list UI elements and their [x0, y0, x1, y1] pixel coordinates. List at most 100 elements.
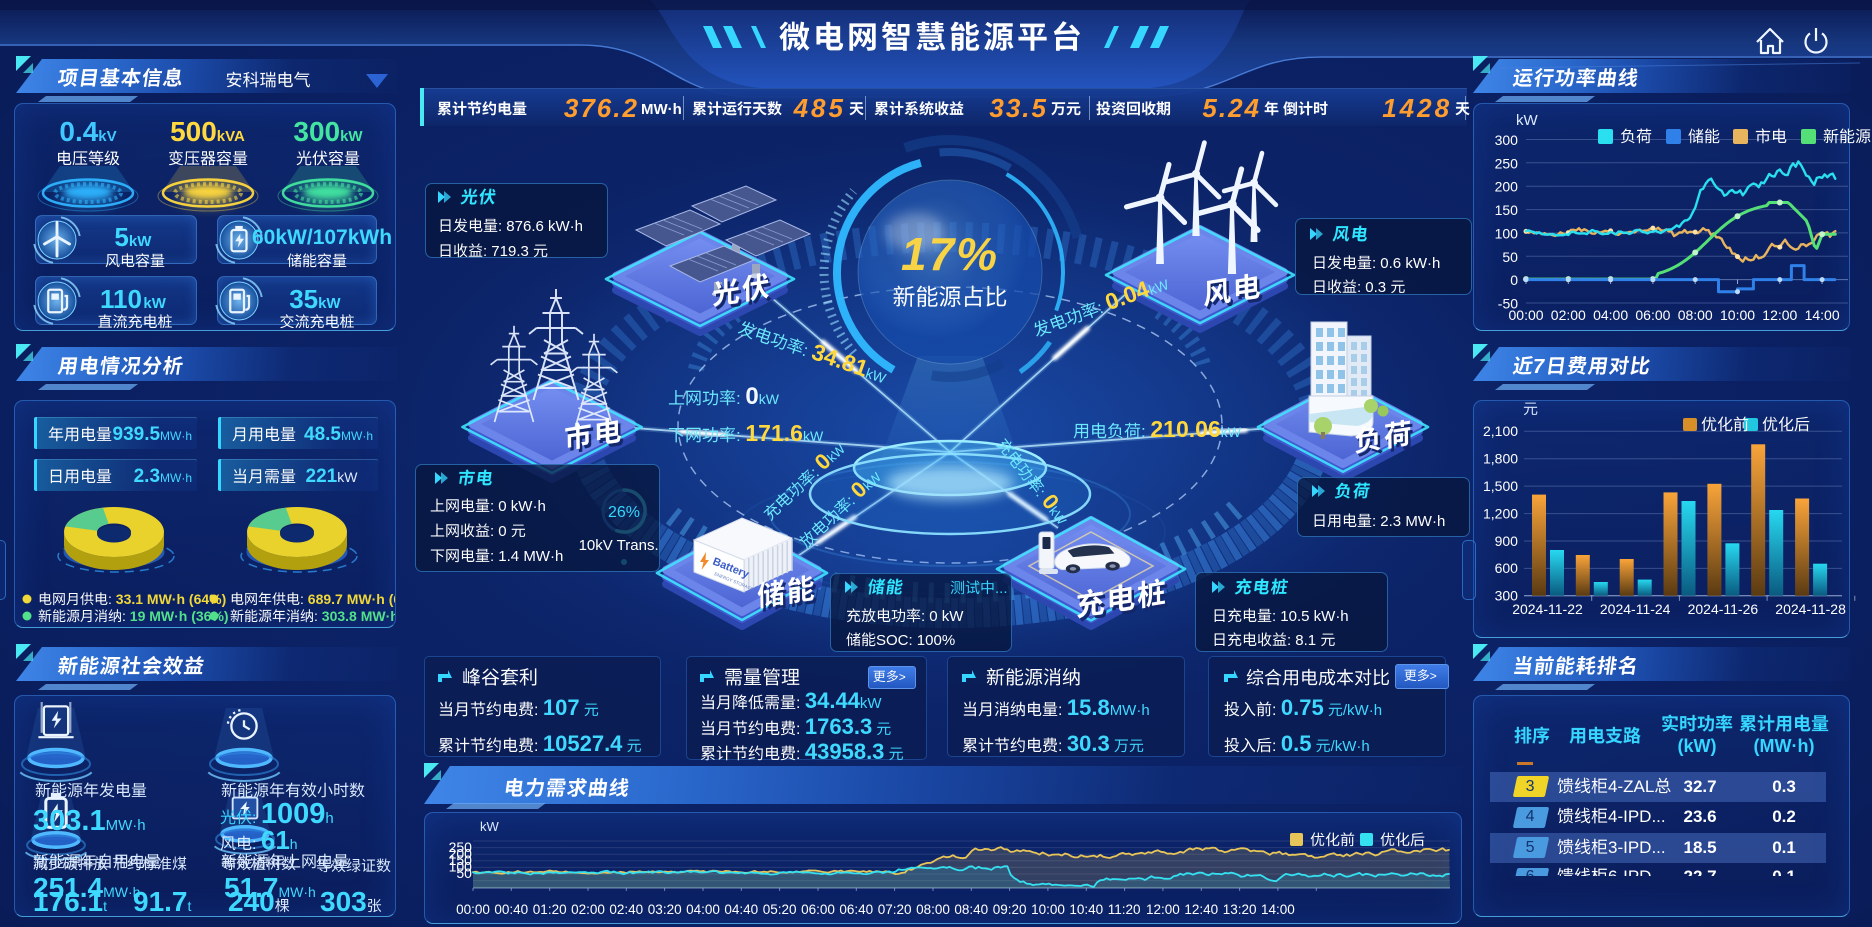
svg-text::: : [736, 426, 741, 445]
svg-text:2024-11-26: 2024-11-26 [1688, 601, 1759, 617]
svg-text:100: 100 [1495, 225, 1519, 241]
svg-text:35: 35 [289, 284, 318, 314]
svg-text:4: 4 [1526, 808, 1535, 825]
svg-text:...: ... [995, 580, 1008, 597]
svg-text::: : [1287, 632, 1291, 649]
svg-text::: : [534, 702, 538, 719]
svg-text:0: 0 [1510, 272, 1518, 288]
svg-text:kV: kV [98, 128, 116, 145]
svg-text:10:00: 10:00 [1720, 307, 1755, 323]
svg-text::: : [108, 591, 112, 607]
svg-text:1.4 MW·h: 1.4 MW·h [498, 548, 563, 565]
svg-text:1428: 1428 [1382, 93, 1452, 123]
svg-text:09:20: 09:20 [993, 902, 1027, 917]
svg-text:22.7: 22.7 [1684, 867, 1717, 886]
svg-text:kW: kW [143, 295, 166, 312]
svg-text:600: 600 [1495, 560, 1519, 576]
svg-text:h: h [325, 810, 333, 827]
svg-text:04:00: 04:00 [1593, 307, 1628, 323]
svg-text::: : [796, 746, 800, 763]
svg-text:5.24: 5.24 [1202, 93, 1261, 123]
svg-text:5: 5 [1526, 839, 1535, 856]
svg-text:(MW·h): (MW·h) [1754, 736, 1815, 756]
svg-text:50: 50 [456, 865, 472, 881]
svg-text:08:40: 08:40 [954, 902, 988, 917]
svg-text:t: t [188, 898, 192, 914]
svg-text:kW: kW [340, 128, 363, 145]
svg-text::: : [1372, 513, 1376, 530]
svg-text::: : [796, 695, 800, 712]
svg-text:10:00: 10:00 [1031, 902, 1065, 917]
svg-text:34.81: 34.81 [809, 338, 872, 381]
svg-text:719.3: 719.3 [491, 243, 529, 260]
svg-text:19 MW·h (36%): 19 MW·h (36%) [130, 608, 229, 624]
svg-text:MW·h: MW·h [160, 471, 192, 485]
svg-text:1,500: 1,500 [1483, 478, 1518, 494]
svg-text:171.6: 171.6 [745, 420, 803, 446]
svg-text:MW·h: MW·h [279, 884, 316, 900]
svg-text:300: 300 [293, 116, 340, 147]
svg-text:08:00: 08:00 [916, 902, 950, 917]
svg-text:10:40: 10:40 [1069, 902, 1103, 917]
svg-text:13:20: 13:20 [1223, 902, 1257, 917]
svg-text:1,200: 1,200 [1483, 505, 1518, 521]
svg-text::: : [1058, 702, 1062, 719]
svg-text::: : [1357, 279, 1361, 296]
svg-text:06:00: 06:00 [1635, 307, 1670, 323]
svg-text:SOC:: SOC: [876, 632, 913, 649]
svg-text:kW: kW [759, 391, 780, 407]
svg-text::: : [1372, 255, 1376, 272]
svg-text:05:20: 05:20 [763, 902, 797, 917]
svg-text:kW: kW [864, 365, 889, 387]
svg-text:0.3: 0.3 [1365, 279, 1386, 296]
svg-text:12:00: 12:00 [1146, 902, 1180, 917]
svg-text:4-ZAL: 4-ZAL [1608, 777, 1654, 796]
svg-text::: : [1272, 738, 1276, 755]
svg-text:04:40: 04:40 [724, 902, 758, 917]
svg-text:4-IPD...: 4-IPD... [1608, 807, 1666, 826]
svg-text:18.5: 18.5 [1684, 838, 1717, 857]
svg-text:11:20: 11:20 [1108, 902, 1141, 917]
svg-text:210.06: 210.06 [1150, 416, 1220, 442]
svg-text::: : [796, 721, 800, 738]
svg-text:32.7: 32.7 [1684, 777, 1717, 796]
svg-text:MW·h: MW·h [103, 884, 140, 900]
svg-text:10527.4: 10527.4 [543, 731, 623, 756]
svg-text:300: 300 [1495, 588, 1519, 604]
svg-text::: : [483, 243, 487, 260]
svg-text:01:20: 01:20 [533, 902, 567, 917]
svg-text:MW·h: MW·h [1110, 702, 1150, 719]
svg-text:10.5 kW·h: 10.5 kW·h [1280, 608, 1348, 625]
svg-text:150: 150 [449, 852, 473, 868]
svg-text:0 kW: 0 kW [929, 608, 964, 625]
svg-text:200: 200 [449, 846, 473, 862]
svg-text:MW·h: MW·h [160, 429, 192, 443]
svg-text:250: 250 [449, 839, 473, 855]
svg-text:/kW·h: /kW·h [1343, 702, 1382, 719]
svg-text:08:00: 08:00 [1678, 307, 1713, 323]
svg-text:0.5: 0.5 [1281, 731, 1312, 756]
svg-text:kW: kW [803, 428, 824, 444]
svg-text:kW: kW [129, 233, 152, 250]
svg-text:0.04: 0.04 [1102, 275, 1153, 315]
svg-text:kW: kW [1516, 112, 1539, 129]
svg-text::: : [921, 608, 925, 625]
svg-text:06:00: 06:00 [801, 902, 835, 917]
svg-text:17%: 17% [901, 228, 999, 280]
svg-text:2,100: 2,100 [1483, 423, 1518, 439]
svg-text::: : [252, 810, 256, 827]
svg-text::: : [490, 523, 494, 540]
svg-text:03:20: 03:20 [648, 902, 682, 917]
svg-text:0.3: 0.3 [1772, 777, 1796, 796]
svg-text:06:40: 06:40 [839, 902, 873, 917]
svg-text:689.7 MW·h (69%): 689.7 MW·h (69%) [308, 591, 426, 607]
svg-text::: : [300, 591, 304, 607]
svg-text:150: 150 [1495, 202, 1519, 218]
svg-text:200: 200 [1495, 179, 1519, 195]
svg-text:>: > [1430, 669, 1437, 683]
svg-text:kW: kW [337, 469, 358, 485]
svg-text:12:40: 12:40 [1184, 902, 1218, 917]
svg-text:MW·h: MW·h [341, 429, 373, 443]
svg-text:00:00: 00:00 [1509, 307, 1544, 323]
svg-text:3-IPD...: 3-IPD... [1608, 838, 1666, 857]
